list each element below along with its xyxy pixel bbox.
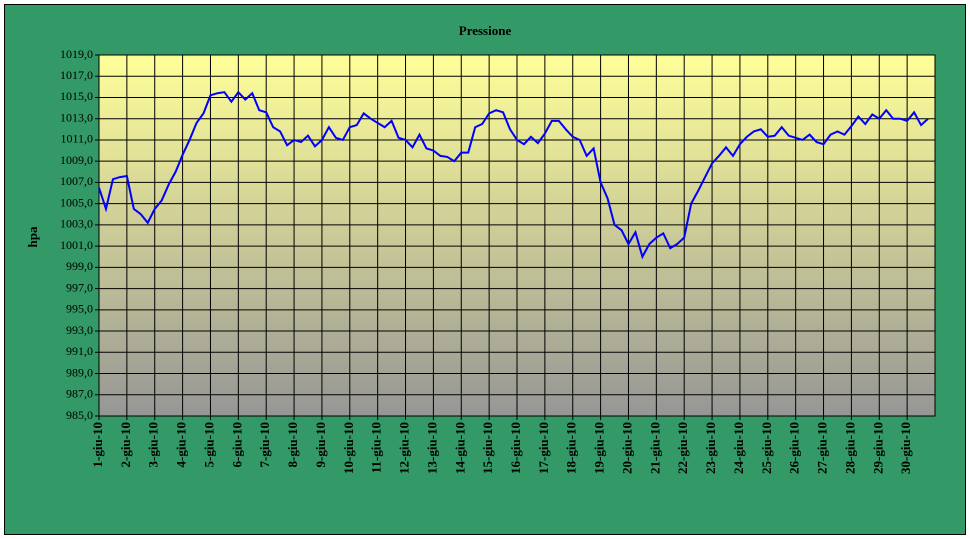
x-tick-label: 10-giu-10 xyxy=(341,422,356,474)
chart-title: Pressione xyxy=(459,23,512,38)
y-tick-label: 1019,0 xyxy=(60,47,93,61)
x-tick-label: 28-giu-10 xyxy=(842,422,857,474)
x-tick-label: 3-giu-10 xyxy=(146,422,161,468)
y-tick-label: 999,0 xyxy=(66,259,93,273)
y-tick-label: 995,0 xyxy=(66,302,93,316)
x-tick-label: 4-giu-10 xyxy=(174,422,189,468)
x-tick-label: 14-giu-10 xyxy=(452,422,467,474)
x-tick-label: 5-giu-10 xyxy=(201,422,216,468)
y-tick-label: 987,0 xyxy=(66,387,93,401)
x-tick-label: 6-giu-10 xyxy=(229,422,244,468)
x-tick-label: 13-giu-10 xyxy=(424,422,439,474)
y-axis-label: hpa xyxy=(25,226,40,247)
x-tick-label: 27-giu-10 xyxy=(815,422,830,474)
x-tick-label: 26-giu-10 xyxy=(787,422,802,474)
y-tick-label: 1013,0 xyxy=(60,110,93,124)
x-tick-label: 22-giu-10 xyxy=(675,422,690,474)
x-tick-label: 21-giu-10 xyxy=(647,422,662,474)
y-tick-label: 1015,0 xyxy=(60,89,93,103)
x-tick-label: 17-giu-10 xyxy=(536,422,551,474)
x-tick-label: 20-giu-10 xyxy=(619,422,634,474)
x-tick-label: 1-giu-10 xyxy=(90,422,105,468)
x-tick-label: 23-giu-10 xyxy=(703,422,718,474)
y-tick-label: 1003,0 xyxy=(60,217,93,231)
x-tick-label: 7-giu-10 xyxy=(257,422,272,468)
x-tick-label: 29-giu-10 xyxy=(870,422,885,474)
y-tick-label: 985,0 xyxy=(66,408,93,422)
y-tick-label: 1005,0 xyxy=(60,195,93,209)
y-tick-label: 1007,0 xyxy=(60,174,93,188)
x-tick-label: 30-giu-10 xyxy=(898,422,913,474)
data-line xyxy=(98,90,929,260)
y-tick-label: 989,0 xyxy=(66,365,93,379)
x-tick-label: 19-giu-10 xyxy=(592,422,607,474)
y-tick-label: 1009,0 xyxy=(60,153,93,167)
y-tick-label: 1001,0 xyxy=(60,238,93,252)
x-tick-label: 2-giu-10 xyxy=(118,422,133,468)
y-tick-label: 997,0 xyxy=(66,280,93,294)
y-tick-label: 1011,0 xyxy=(60,132,93,146)
x-tick-label: 16-giu-10 xyxy=(508,422,523,474)
y-tick-label: 991,0 xyxy=(66,344,93,358)
x-tick-label: 12-giu-10 xyxy=(397,422,412,474)
x-tick-label: 15-giu-10 xyxy=(480,422,495,474)
x-tick-label: 24-giu-10 xyxy=(731,422,746,474)
x-tick-label: 8-giu-10 xyxy=(285,422,300,468)
x-tick-label: 25-giu-10 xyxy=(759,422,774,474)
y-tick-label: 993,0 xyxy=(66,323,93,337)
x-tick-label: 9-giu-10 xyxy=(313,422,328,468)
x-tick-label: 11-giu-10 xyxy=(369,422,384,473)
y-tick-label: 1017,0 xyxy=(60,68,93,82)
x-tick-label: 18-giu-10 xyxy=(564,422,579,474)
